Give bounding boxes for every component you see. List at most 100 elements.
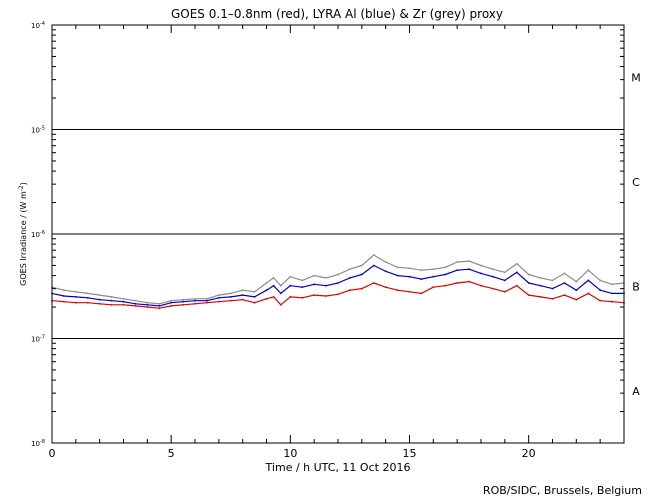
series-0-point-14 [217, 294, 220, 296]
series-1-point-23 [313, 283, 316, 286]
series-1-point-22 [301, 286, 304, 289]
x-axis: 0 5 10 15 20 [49, 25, 625, 460]
series-2-point-22 [301, 296, 304, 299]
series-2-point-6 [122, 303, 125, 306]
series-1-point-35 [456, 269, 459, 272]
series-1-point-29 [384, 270, 387, 273]
series-0-point-38 [492, 268, 494, 271]
series-0-point-4 [98, 294, 101, 296]
series-0-point-6 [122, 297, 125, 300]
credit-text: ROB/SIDC, Brussels, Belgium [483, 484, 642, 497]
series-1-point-13 [206, 299, 208, 302]
series-2-point-42 [539, 296, 542, 298]
series-2-point-5 [110, 303, 113, 306]
x-tick-label-3: 15 [403, 447, 417, 460]
series-2-point-36 [468, 280, 470, 283]
series-0-point-34 [444, 266, 447, 269]
series-2-point-39 [503, 290, 506, 293]
x-tick-label-1: 5 [168, 447, 175, 460]
series-2-point-34 [444, 284, 447, 287]
chart-title: GOES 0.1–0.8nm (red), LYRA Al (blue) & Z… [171, 7, 503, 21]
series-0-point-46 [587, 269, 590, 272]
y-axis-label-text: GOES Irradiance / (W m [19, 191, 28, 286]
flare-class-C: C [632, 176, 640, 189]
series-0-point-41 [527, 273, 530, 276]
flare-class-lines [52, 129, 624, 339]
series-1-point-25 [337, 282, 339, 284]
series-0-point-8 [146, 301, 149, 304]
series-1-point-4 [98, 298, 101, 301]
flare-class-labels: A B C M [631, 71, 641, 398]
series-line-0 [51, 254, 625, 305]
series-2-point-13 [206, 301, 208, 304]
series-0-point-30 [396, 266, 399, 269]
series-1-point-2 [74, 296, 77, 298]
series-line-1 [51, 264, 624, 307]
series-1-point-3 [86, 296, 89, 299]
series-0-point-29 [384, 261, 387, 263]
series-0-point-13 [206, 297, 208, 300]
y-axis: 10-8 10-7 10-6 10-5 10-4 [31, 21, 624, 448]
series-1-point-9 [158, 305, 161, 307]
y-tick-label-2: 10-6 [31, 230, 45, 239]
series-1-point-32 [420, 278, 423, 280]
y-axis-label-close: ) [19, 182, 28, 185]
series-2-point-40 [515, 284, 518, 287]
series-2-point-37 [480, 284, 482, 287]
series-0-point-32 [420, 269, 423, 272]
series-0-point-18 [265, 282, 268, 284]
series-1-point-18 [265, 289, 268, 292]
series-2-point-1 [63, 300, 65, 303]
series-2-point-45 [575, 298, 578, 301]
series-1-point-41 [527, 282, 530, 284]
series-1-point-11 [182, 300, 185, 303]
series-2-point-11 [182, 303, 185, 306]
series-2-point-4 [98, 302, 101, 305]
series-0-point-43 [551, 279, 554, 282]
series-0-point-33 [432, 268, 435, 271]
y-tick-label-4: 10-4 [31, 21, 45, 30]
series-0-point-3 [86, 292, 89, 295]
series-1-point-48 [611, 292, 613, 295]
series-1-point-36 [468, 268, 470, 271]
series-2-point-10 [170, 305, 173, 307]
series-2-point-43 [551, 297, 554, 300]
series-1-point-34 [444, 273, 447, 276]
series-0-point-1 [63, 289, 65, 292]
series-2-point-48 [611, 300, 613, 303]
series-0-point-9 [158, 302, 161, 305]
series-1-point-46 [587, 279, 590, 282]
series-0-point-24 [325, 277, 327, 279]
series-0-point-5 [110, 296, 113, 298]
series-2-point-23 [313, 294, 316, 296]
series-2-point-24 [325, 295, 327, 297]
series-1-point-42 [539, 284, 542, 287]
series-1-point-24 [325, 284, 327, 287]
series-2-point-28 [372, 282, 375, 284]
series-2-point-30 [396, 289, 399, 292]
series-1-point-31 [408, 275, 411, 278]
series-1-point-30 [396, 274, 399, 277]
series-line-2 [51, 281, 625, 309]
series-0-point-16 [241, 289, 244, 292]
series-0-point-37 [480, 264, 482, 267]
flare-class-B: B [632, 280, 640, 293]
series-0-point-40 [515, 262, 518, 265]
series-1-point-47 [599, 289, 602, 292]
series-1-point-14 [217, 296, 220, 299]
series-0-point-19 [272, 277, 275, 279]
series-0-point-25 [337, 273, 339, 276]
series-1-point-19 [272, 284, 275, 287]
y-tick-label-1: 10-7 [31, 335, 45, 344]
series-2-point-17 [253, 301, 256, 304]
series-2-point-2 [74, 301, 77, 304]
series-1-point-40 [515, 271, 518, 274]
series-2-point-18 [265, 297, 268, 300]
series-0-point-11 [182, 298, 185, 301]
series-2-point-27 [360, 287, 363, 290]
series-2-point-35 [456, 282, 459, 284]
series-0-point-28 [372, 254, 375, 256]
series-2-point-46 [587, 292, 590, 295]
series-0-point-44 [563, 272, 566, 275]
y-axis-label-exp: -2 [18, 185, 25, 191]
